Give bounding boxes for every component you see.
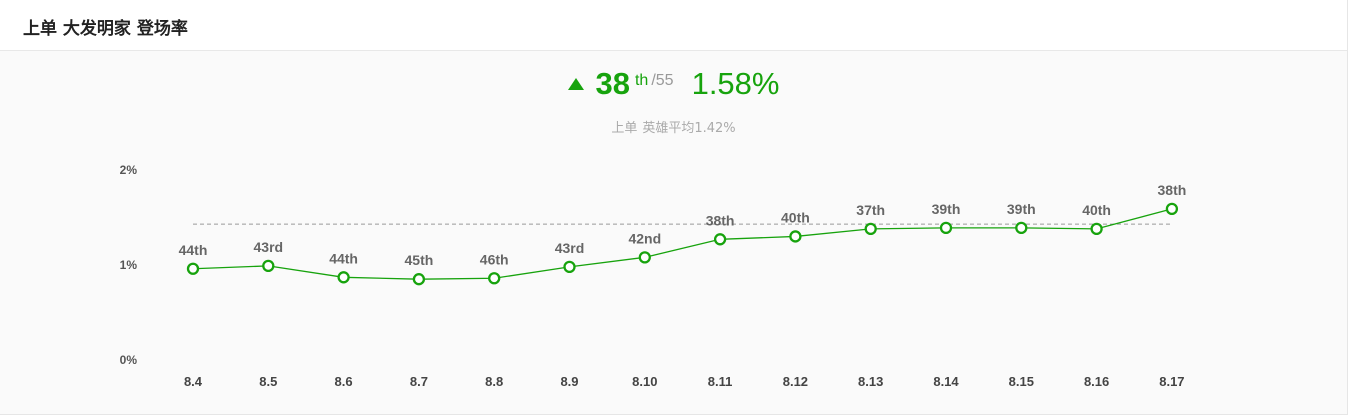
data-point-label: 38th <box>706 212 735 228</box>
data-point-label: 40th <box>1082 202 1111 218</box>
pick-rate-value: 1.58% <box>691 66 780 101</box>
x-tick-label: 8.17 <box>1159 374 1184 389</box>
data-point <box>1165 202 1179 216</box>
y-tick-label: 0% <box>120 353 138 367</box>
data-point-label: 42nd <box>628 230 661 246</box>
series-line <box>192 208 1173 280</box>
x-tick-label: 8.4 <box>184 374 203 389</box>
data-point-label: 39th <box>1007 201 1036 217</box>
panel-header: 上单 大发明家 登场率 <box>0 0 1347 51</box>
role-label: 上单 <box>611 121 638 136</box>
rank-number: 38 <box>595 66 630 101</box>
data-point-label: 40th <box>781 209 810 225</box>
data-point-label: 38th <box>1158 182 1187 198</box>
data-point-label: 37th <box>856 202 885 218</box>
x-tick-label: 8.15 <box>1009 374 1034 389</box>
data-point-label: 46th <box>480 251 509 267</box>
data-point <box>1090 222 1103 236</box>
x-tick-label: 8.9 <box>560 374 578 389</box>
data-point <box>186 262 200 275</box>
x-tick-label: 8.13 <box>858 374 883 389</box>
data-point <box>563 260 576 274</box>
data-point <box>638 251 651 264</box>
data-point <box>789 230 802 243</box>
data-point-label: 43rd <box>254 239 284 255</box>
x-tick-label: 8.14 <box>933 374 959 389</box>
data-point-label: 44th <box>329 250 358 266</box>
data-point-label: 43rd <box>555 240 585 256</box>
rank-total: /55 <box>651 72 674 89</box>
y-tick-label: 1% <box>120 258 138 272</box>
data-point <box>412 273 426 286</box>
x-tick-label: 8.5 <box>259 374 277 389</box>
data-point <box>488 272 501 285</box>
data-point <box>864 222 877 236</box>
average-text: 英雄平均1.42% <box>642 121 736 136</box>
role-average: 上单 英雄平均1.42% <box>0 117 1347 136</box>
x-tick-label: 8.8 <box>485 374 503 389</box>
data-point <box>337 271 350 284</box>
panel-title: 上单 大发明家 登场率 <box>23 19 188 39</box>
x-tick-label: 8.6 <box>335 374 353 389</box>
data-point-label: 45th <box>405 252 434 268</box>
y-tick-label: 2% <box>120 163 138 177</box>
x-tick-label: 8.7 <box>410 374 428 389</box>
trend-up-icon <box>567 77 584 90</box>
data-point <box>262 259 275 273</box>
data-point <box>1015 221 1028 235</box>
x-tick-label: 8.11 <box>708 374 733 389</box>
x-tick-label: 8.12 <box>783 374 808 389</box>
x-tick-label: 8.16 <box>1084 374 1109 389</box>
data-point <box>939 221 953 235</box>
data-point <box>713 233 727 246</box>
rank-suffix: th <box>634 72 649 89</box>
data-point-label: 44th <box>179 242 208 258</box>
data-point-label: 39th <box>932 201 961 217</box>
x-tick-label: 8.10 <box>632 374 657 389</box>
